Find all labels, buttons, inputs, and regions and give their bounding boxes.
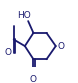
Text: O: O — [30, 75, 37, 83]
Text: O: O — [57, 42, 64, 51]
Text: HO: HO — [17, 11, 31, 20]
Text: O: O — [4, 48, 11, 57]
